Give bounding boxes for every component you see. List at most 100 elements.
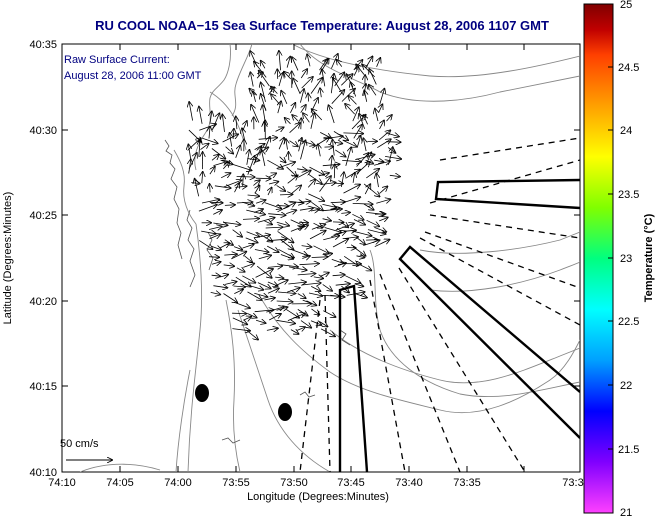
current-vector xyxy=(231,252,246,260)
current-vector xyxy=(257,282,271,289)
current-vector xyxy=(287,288,300,293)
current-vector xyxy=(284,72,292,80)
current-vector xyxy=(279,51,281,71)
current-vector xyxy=(213,286,227,288)
current-vector xyxy=(322,219,331,221)
current-vector xyxy=(374,227,387,232)
current-vector xyxy=(210,112,212,124)
current-vector xyxy=(386,142,400,143)
colorbar-tick-label: 23 xyxy=(620,253,632,265)
current-vector xyxy=(309,231,326,240)
current-vector xyxy=(353,173,355,183)
current-vector xyxy=(302,256,310,259)
current-vector xyxy=(261,61,265,69)
current-vector xyxy=(377,58,381,67)
current-vector xyxy=(348,96,357,105)
current-vector xyxy=(202,172,203,184)
current-vector xyxy=(342,160,361,161)
current-vector xyxy=(275,127,284,131)
current-vector xyxy=(280,239,293,250)
current-vector xyxy=(319,176,331,192)
current-vector xyxy=(224,205,235,206)
y-tick-label: 40:20 xyxy=(29,296,57,308)
current-vector xyxy=(277,203,296,213)
figure-title: RU COOL NOAA−15 Sea Surface Temperature:… xyxy=(95,18,549,33)
current-vector xyxy=(198,240,212,249)
current-vector xyxy=(247,156,255,175)
current-vector xyxy=(320,183,336,185)
current-vector xyxy=(201,199,219,204)
current-vector xyxy=(254,310,274,312)
current-vector xyxy=(329,105,335,124)
current-vector xyxy=(355,236,365,244)
current-vector xyxy=(335,149,345,157)
current-vector xyxy=(280,265,298,267)
current-vector xyxy=(292,57,299,71)
current-vector xyxy=(209,227,222,230)
current-vector xyxy=(352,203,373,204)
current-vector xyxy=(234,301,250,308)
x-tick-label: 74:00 xyxy=(164,477,192,489)
x-axis: 74:10 74:05 74:00 73:55 73:50 73:45 73:4… xyxy=(48,44,584,503)
current-vector xyxy=(234,183,240,193)
current-vector xyxy=(256,265,272,278)
current-vector xyxy=(278,292,295,294)
current-vector xyxy=(357,263,371,271)
current-vector xyxy=(199,140,200,157)
current-vector xyxy=(233,164,252,171)
current-vector xyxy=(257,235,270,238)
current-vector xyxy=(255,320,265,323)
current-vector xyxy=(363,240,379,246)
current-vector xyxy=(379,89,385,105)
current-vector xyxy=(233,286,246,287)
current-vector xyxy=(223,293,238,303)
current-vector xyxy=(335,224,354,231)
current-vector xyxy=(356,153,369,167)
current-vector xyxy=(330,208,339,210)
current-vector xyxy=(310,78,322,94)
current-vector xyxy=(356,162,370,174)
coastline xyxy=(164,139,351,444)
y-tick-label: 40:30 xyxy=(29,125,57,137)
current-vector xyxy=(253,91,256,102)
current-vector xyxy=(331,90,345,104)
current-vector xyxy=(288,282,305,284)
current-vector xyxy=(311,224,325,230)
current-vector xyxy=(301,246,312,247)
current-vector xyxy=(308,94,309,102)
current-vector xyxy=(312,109,323,121)
current-vector xyxy=(279,194,292,195)
current-vector xyxy=(363,203,374,210)
current-vector xyxy=(352,107,359,122)
current-vector xyxy=(234,290,243,294)
current-vector xyxy=(286,210,296,213)
current-vector xyxy=(369,85,377,96)
current-vector xyxy=(198,205,217,212)
current-vector xyxy=(333,140,335,156)
current-vector xyxy=(297,274,316,275)
current-vector xyxy=(225,146,234,154)
current-vector xyxy=(297,294,306,299)
current-vector xyxy=(290,227,303,232)
current-vector xyxy=(378,130,390,141)
current-vector xyxy=(301,283,321,285)
current-vector xyxy=(302,299,317,305)
current-vector xyxy=(309,166,325,175)
current-vector xyxy=(366,169,379,179)
current-vector xyxy=(287,57,290,68)
current-vector xyxy=(209,202,223,203)
current-vector xyxy=(330,295,344,297)
current-vector xyxy=(323,254,332,255)
current-vector xyxy=(211,275,221,276)
current-vector xyxy=(242,244,254,248)
current-vector xyxy=(265,227,283,228)
colorbar-tick-label: 25 xyxy=(620,0,632,11)
current-vector xyxy=(242,128,244,139)
current-vector xyxy=(266,328,278,330)
current-vector xyxy=(300,320,311,328)
current-vector xyxy=(310,209,319,211)
current-vector xyxy=(224,282,237,285)
current-vector xyxy=(319,321,327,327)
current-vector xyxy=(222,115,224,132)
